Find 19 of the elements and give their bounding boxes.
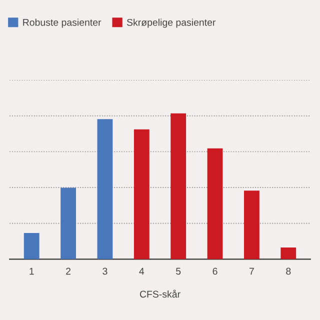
bar: [170, 113, 186, 260]
x-tick-label: 4: [139, 268, 144, 275]
x-tick-label: 5: [176, 268, 181, 275]
x-tick-label: 8: [286, 268, 291, 275]
bar: [134, 129, 150, 260]
x-axis-title: CFS-skår: [140, 290, 180, 298]
x-tick-label: 1: [30, 268, 34, 275]
x-tick-label: 3: [102, 268, 108, 275]
bar: [60, 188, 76, 260]
x-tick-label: 7: [250, 268, 254, 275]
x-tick-label: 2: [66, 268, 71, 275]
bar: [280, 248, 296, 260]
bar: [244, 190, 260, 260]
legend-label: Skrøpelige pasienter: [126, 18, 216, 28]
x-tick-label: 6: [212, 268, 218, 275]
bar: [24, 232, 40, 260]
legend-label: Robuste pasienter: [23, 18, 102, 28]
bar: [207, 148, 223, 260]
bar: [97, 119, 113, 260]
